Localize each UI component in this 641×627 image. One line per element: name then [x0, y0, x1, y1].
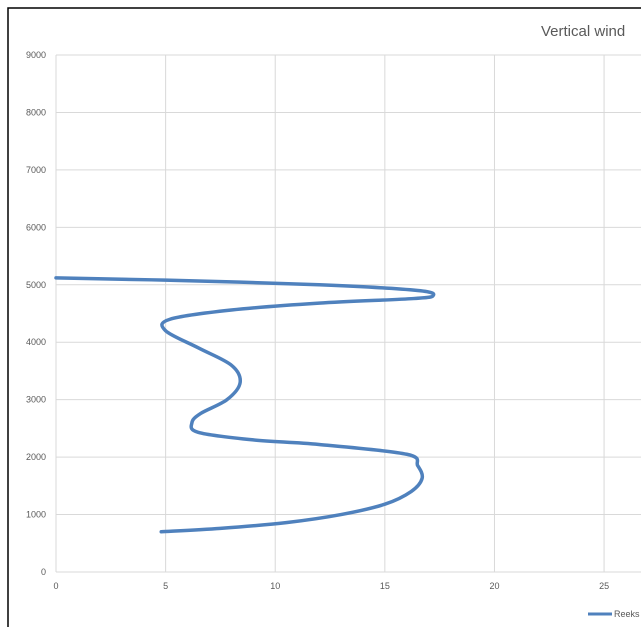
x-tick-label: 20 — [489, 581, 499, 591]
series-group — [54, 276, 436, 534]
y-tick-label: 0 — [41, 567, 46, 577]
series-line — [54, 276, 436, 534]
y-tick-label: 5000 — [26, 280, 46, 290]
x-tick-label: 10 — [270, 581, 280, 591]
chart-border — [7, 7, 641, 627]
legend-label: Reeks — [614, 609, 640, 619]
y-tick-label: 4000 — [26, 337, 46, 347]
y-tick-label: 3000 — [26, 395, 46, 405]
y-tick-label: 9000 — [26, 50, 46, 60]
y-tick-label: 8000 — [26, 107, 46, 117]
x-tick-label: 0 — [53, 581, 58, 591]
y-tick-label: 1000 — [26, 510, 46, 520]
y-tick-label: 2000 — [26, 452, 46, 462]
legend: Reeks — [588, 609, 640, 619]
x-tick-label: 5 — [163, 581, 168, 591]
chart-title: Vertical wind — [541, 23, 625, 40]
y-tick-label: 6000 — [26, 222, 46, 232]
x-tick-label: 25 — [599, 581, 609, 591]
tick-labels: 0 1000 2000 3000 4000 5000 6000 7000 8000 9000 0 5 1… — [26, 50, 609, 591]
y-tick-label: 7000 — [26, 165, 46, 175]
x-tick-label: 15 — [380, 581, 390, 591]
